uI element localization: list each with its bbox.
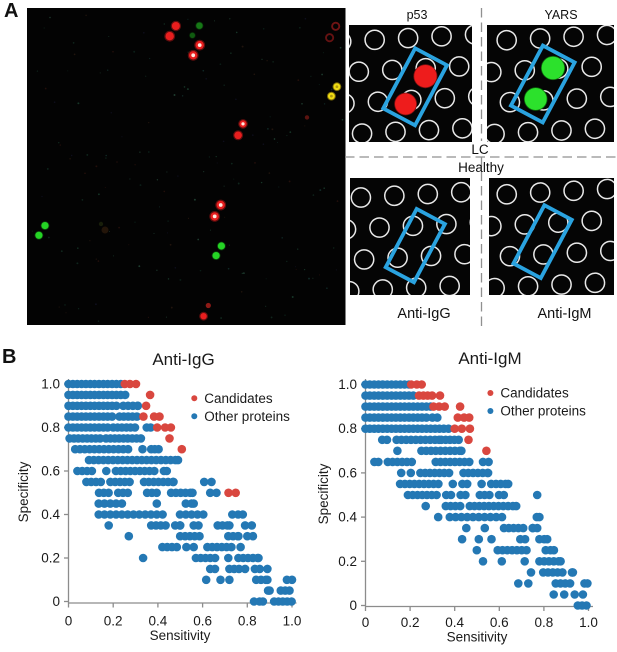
svg-text:0.6: 0.6: [338, 465, 357, 480]
svg-text:0: 0: [52, 594, 60, 609]
svg-text:Anti-IgM: Anti-IgM: [538, 306, 592, 322]
svg-text:0.8: 0.8: [338, 421, 357, 436]
svg-text:Specificity: Specificity: [16, 461, 31, 522]
svg-text:0.8: 0.8: [535, 615, 554, 630]
svg-text:0.6: 0.6: [193, 614, 212, 629]
svg-text:Other proteins: Other proteins: [204, 409, 290, 424]
svg-text:0.2: 0.2: [104, 614, 123, 629]
svg-text:Sensitivity: Sensitivity: [447, 630, 508, 645]
svg-text:0.2: 0.2: [338, 554, 357, 569]
svg-text:Candidates: Candidates: [204, 391, 273, 406]
svg-text:Specificity: Specificity: [316, 463, 331, 524]
svg-text:A: A: [4, 0, 18, 22]
svg-text:0.4: 0.4: [149, 614, 168, 629]
svg-text:0.2: 0.2: [41, 551, 60, 566]
svg-text:1.0: 1.0: [579, 615, 598, 630]
svg-text:B: B: [2, 346, 16, 368]
svg-text:0: 0: [362, 615, 370, 630]
svg-text:0.8: 0.8: [238, 614, 257, 629]
svg-text:0.6: 0.6: [41, 464, 60, 479]
svg-text:LC: LC: [471, 142, 489, 157]
svg-text:Candidates: Candidates: [500, 386, 569, 401]
svg-text:0.6: 0.6: [490, 615, 509, 630]
svg-text:0.4: 0.4: [445, 615, 464, 630]
svg-text:0.8: 0.8: [41, 420, 60, 435]
svg-text:0: 0: [65, 614, 73, 629]
svg-text:1.0: 1.0: [338, 377, 357, 392]
svg-text:Sensitivity: Sensitivity: [150, 628, 211, 643]
svg-text:1.0: 1.0: [41, 377, 60, 392]
svg-text:0.4: 0.4: [41, 507, 60, 522]
svg-text:Healthy: Healthy: [458, 160, 504, 175]
svg-text:0: 0: [349, 598, 357, 613]
svg-text:Anti-IgG: Anti-IgG: [152, 350, 214, 369]
svg-text:Anti-IgG: Anti-IgG: [397, 306, 450, 322]
svg-text:p53: p53: [407, 8, 428, 22]
svg-text:0.4: 0.4: [338, 510, 357, 525]
svg-text:0.2: 0.2: [401, 615, 420, 630]
svg-text:YARS: YARS: [544, 8, 577, 22]
svg-text:Anti-IgM: Anti-IgM: [458, 349, 521, 368]
svg-text:1.0: 1.0: [283, 614, 302, 629]
svg-text:Other proteins: Other proteins: [500, 404, 586, 419]
